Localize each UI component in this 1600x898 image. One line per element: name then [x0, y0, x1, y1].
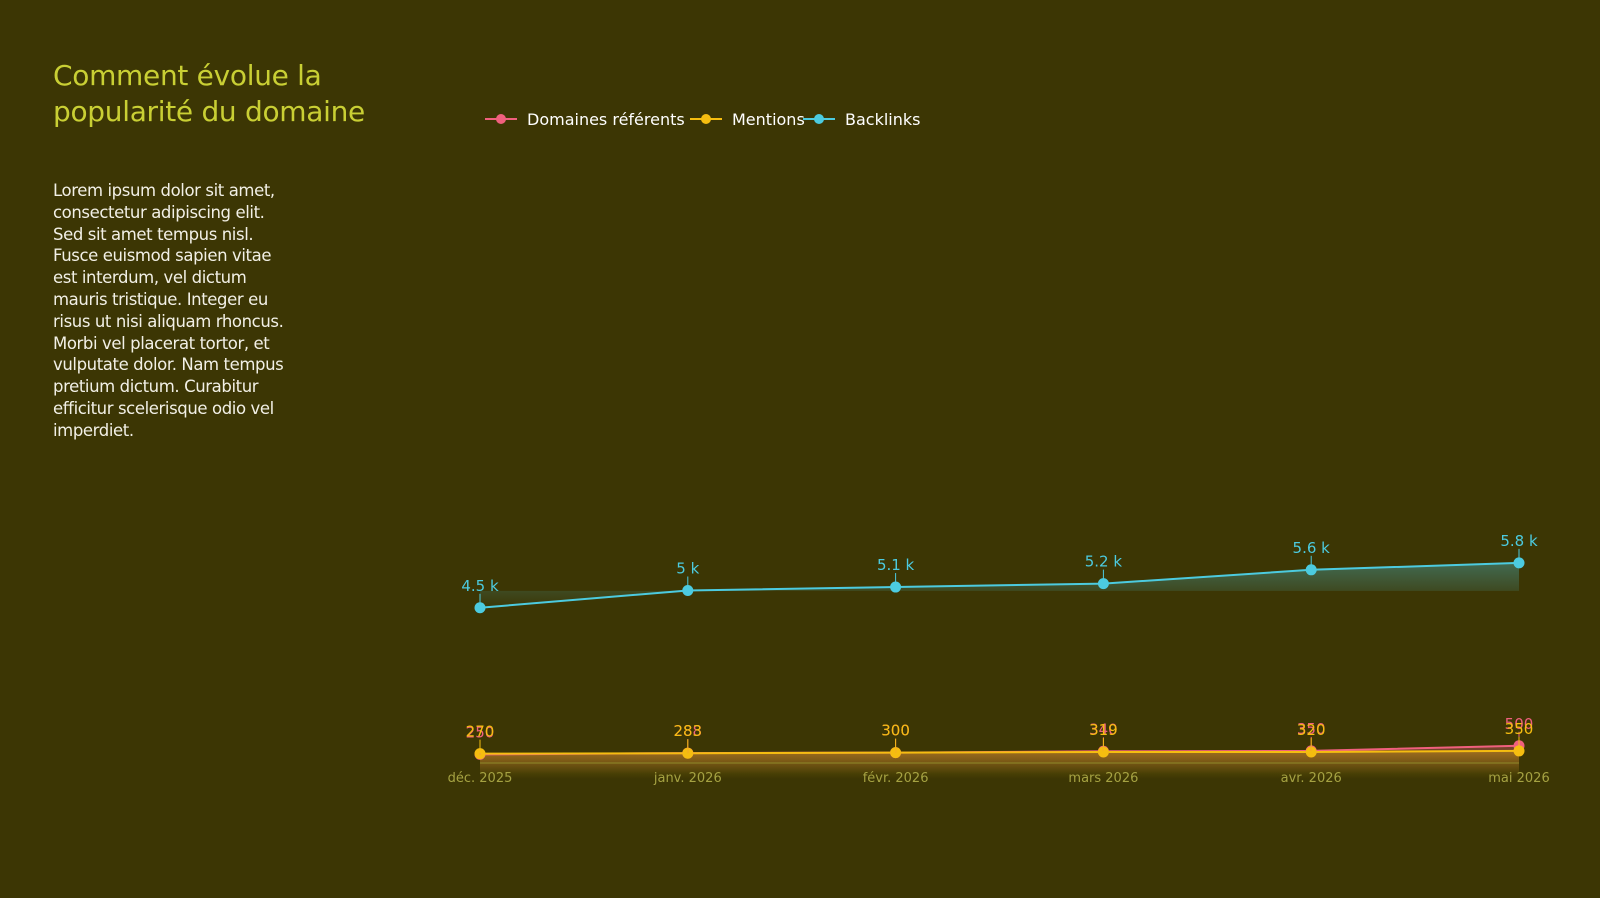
data-label: 350 — [1505, 720, 1534, 738]
data-label: 320 — [1297, 721, 1326, 739]
data-label: 250 — [466, 723, 495, 741]
x-tick-label: mai 2026 — [1488, 771, 1549, 786]
chart-legend: Domaines référents Mentions Backlinks — [485, 110, 920, 129]
data-label: 5.2 k — [1085, 553, 1123, 571]
data-label: 5.8 k — [1500, 532, 1538, 550]
data-label: 300 — [881, 722, 910, 740]
data-label: 5.6 k — [1293, 539, 1331, 557]
data-label: 283 — [673, 722, 702, 740]
page-title: Comment évolue la popularité du domaine — [53, 59, 365, 128]
data-label: 340 — [1089, 720, 1118, 738]
data-label: 288 — [673, 722, 702, 740]
legend-label: Backlinks — [845, 110, 920, 129]
series-line — [479, 561, 1520, 609]
legend-swatch-dot — [701, 114, 711, 124]
data-label: 300 — [881, 722, 910, 740]
legend-label: Mentions — [732, 110, 805, 129]
x-tick-label: janv. 2026 — [653, 771, 722, 786]
series-line — [479, 749, 1520, 755]
data-label: 4.5 k — [461, 577, 499, 595]
data-label: 5 k — [676, 560, 699, 578]
chart-lines — [479, 561, 1520, 756]
x-tick-label: déc. 2025 — [448, 771, 513, 786]
legend-label: Domaines référents — [527, 110, 685, 129]
x-tick-label: avr. 2026 — [1281, 771, 1342, 786]
data-label: 500 — [1505, 715, 1534, 733]
series-area — [480, 750, 1519, 779]
x-tick-label: mars 2026 — [1068, 771, 1138, 786]
data-label: 270 — [466, 723, 495, 741]
legend-swatch-dot — [496, 114, 506, 124]
x-axis-ticks: déc. 2025 janv. 2026 févr. 2026 mars 2026 av… — [448, 771, 1550, 786]
description-text: Lorem ipsum dolor sit amet, consectetur … — [53, 181, 284, 440]
data-label: 5.1 k — [877, 556, 915, 574]
data-label: 319 — [1089, 721, 1118, 739]
data-label: 350 — [1297, 720, 1326, 738]
legend-swatch-dot — [814, 114, 824, 124]
x-tick-label: févr. 2026 — [863, 771, 929, 786]
